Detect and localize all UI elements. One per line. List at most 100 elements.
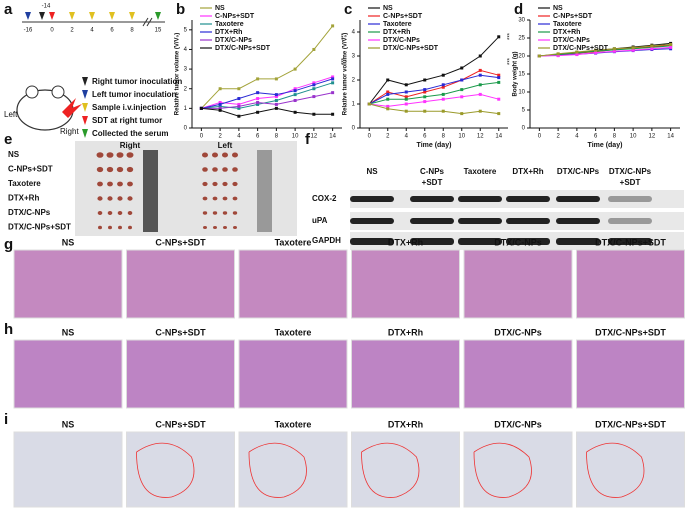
row-label: GAPDH <box>312 236 341 245</box>
y-tick-label: 1 <box>184 106 188 112</box>
tumor <box>212 167 218 172</box>
point <box>256 110 260 114</box>
tumor <box>202 211 208 215</box>
point <box>497 73 501 77</box>
micrograph <box>238 249 348 319</box>
point <box>237 97 241 101</box>
group-label: C-NPs+SDT <box>155 237 206 247</box>
tumor <box>97 211 103 215</box>
group-label: DTX+Rh <box>388 237 423 247</box>
timeline-tick: 2 <box>70 28 74 34</box>
series-line <box>369 74 499 105</box>
group-label: C-NPs+SDT <box>155 419 206 429</box>
tumor <box>222 181 228 187</box>
legend-text: DTX/C-NPs+SDT <box>553 45 609 52</box>
point <box>404 83 408 87</box>
tumor <box>126 166 134 173</box>
point <box>293 93 297 97</box>
tumor <box>117 196 123 201</box>
x-tick-label: 4 <box>575 134 579 140</box>
x-tick-label: 14 <box>667 134 674 140</box>
annotation: *** <box>342 57 348 65</box>
break <box>142 17 153 27</box>
y-tick-label: 15 <box>518 72 525 78</box>
timeline-marker <box>39 12 45 20</box>
x-tick-label: 2 <box>386 134 390 140</box>
y-axis-label: Relative tumor volume (V/V₀) <box>343 33 349 115</box>
row-label: NS <box>8 150 20 159</box>
legend-text: DTX+Rh <box>553 29 580 36</box>
timeline-tick: 4 <box>90 28 94 34</box>
group-label: DTX/C-NPs <box>494 327 542 337</box>
tumor <box>222 196 228 201</box>
panel-label: g <box>4 236 13 253</box>
group-label: Taxotere <box>275 327 312 337</box>
x-tick-label: 12 <box>649 134 656 140</box>
annotation: *** <box>508 57 514 65</box>
point <box>441 109 445 113</box>
point <box>631 48 635 52</box>
legend-text: DTX/C-NPs+SDT <box>215 45 271 52</box>
micrograph <box>576 339 685 409</box>
legend-text: C-NPs+SDT <box>383 13 423 20</box>
point <box>404 102 408 106</box>
point <box>441 85 445 89</box>
tumor <box>106 166 114 173</box>
point <box>460 95 464 99</box>
panel-label: e <box>4 131 12 148</box>
panel-label: i <box>4 411 8 428</box>
point <box>218 108 222 112</box>
point <box>669 45 673 49</box>
mouse <box>16 85 82 131</box>
point <box>312 87 316 91</box>
point <box>441 97 445 101</box>
legend-text: DTX/C-NPs <box>553 37 590 44</box>
tumor <box>233 226 237 229</box>
tumor <box>116 152 124 158</box>
legend-text: C-NPs+SDT <box>215 13 255 20</box>
timeline-tick: 8 <box>130 28 134 34</box>
tumor <box>232 167 238 172</box>
band <box>410 238 454 245</box>
timeline-tick: -14 <box>42 4 51 10</box>
band <box>556 196 600 202</box>
point <box>218 100 222 104</box>
x-tick-label: 12 <box>311 134 318 140</box>
panel-label: f <box>305 131 311 148</box>
point <box>237 87 241 91</box>
series-line <box>201 82 333 109</box>
legend-marker <box>82 103 88 112</box>
tumor <box>202 152 208 158</box>
ruler <box>143 150 158 232</box>
point <box>274 77 278 81</box>
tumor <box>127 196 133 201</box>
point <box>594 51 598 55</box>
timeline-tick: 15 <box>155 28 162 34</box>
y-tick-label: 3 <box>184 67 188 73</box>
point <box>274 102 278 106</box>
tumor <box>212 181 218 187</box>
point <box>441 92 445 96</box>
panel-label: a <box>4 1 13 18</box>
column-label: DTX+Rh <box>512 167 543 176</box>
tumor <box>98 225 102 230</box>
point <box>478 83 482 87</box>
micrograph <box>238 339 348 409</box>
row-label: DTX+Rh <box>8 194 39 203</box>
point <box>650 44 654 48</box>
point <box>404 97 408 101</box>
point <box>460 112 464 116</box>
legend-text: SDT at right tumor <box>92 116 162 125</box>
legend-text: DTX/C-NPs <box>215 37 252 44</box>
row-label: COX-2 <box>312 194 337 203</box>
legend-text: Right tumor inoculation <box>92 77 182 86</box>
x-tick-label: 8 <box>275 134 279 140</box>
group-label: NS <box>62 419 75 429</box>
tumor <box>128 225 132 230</box>
timeline-marker <box>25 12 31 20</box>
point <box>497 80 501 84</box>
stained-region <box>586 442 645 498</box>
point <box>386 90 390 94</box>
panel-label: c <box>344 1 352 18</box>
series-line <box>201 25 333 109</box>
